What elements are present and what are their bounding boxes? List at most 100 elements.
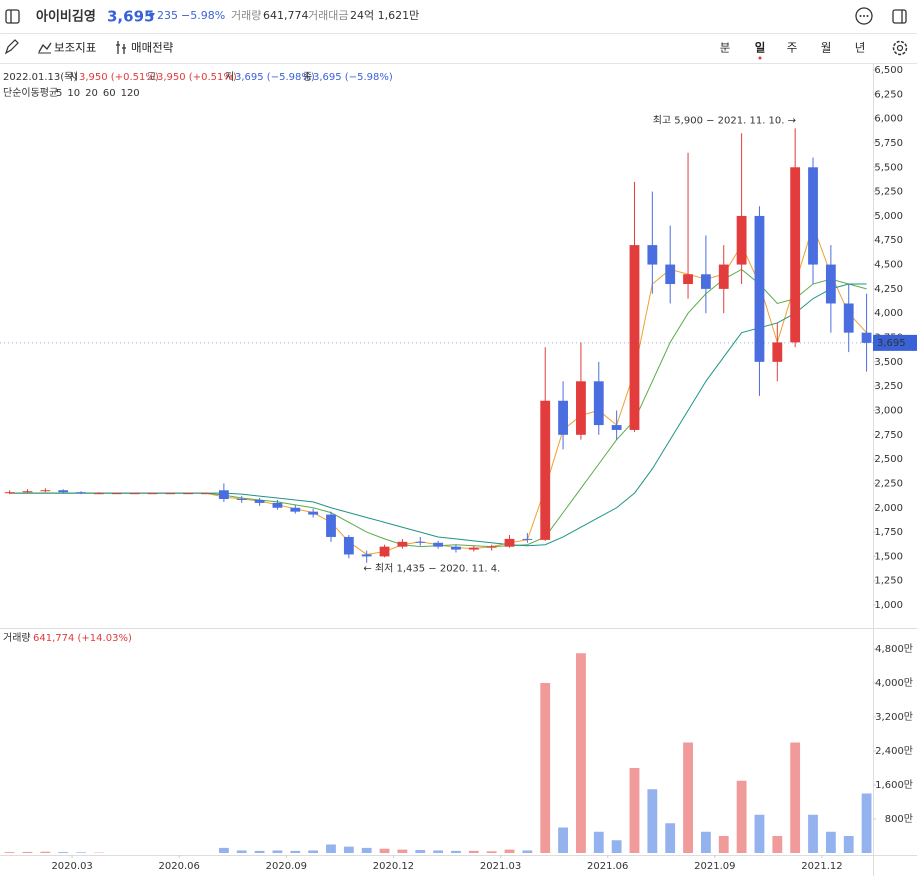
- y-tick-label: 5,250: [874, 187, 903, 198]
- volume-bar: [40, 852, 50, 853]
- ma-legend: 120: [121, 88, 140, 99]
- y-tick-label: 3,250: [874, 381, 903, 392]
- y-tick-label: 6,000: [874, 114, 903, 125]
- volume-bar: [76, 852, 86, 853]
- amount: 24억 1,621만: [350, 9, 419, 22]
- open-label: 시: [69, 71, 78, 83]
- volume-bar: [23, 852, 33, 853]
- volume-label: 거래량: [231, 9, 261, 22]
- candle-body: [130, 493, 140, 494]
- period-tab[interactable]: 주: [787, 41, 798, 55]
- candle-body: [165, 493, 175, 494]
- volume-bar: [273, 850, 283, 853]
- active-dot: [759, 57, 762, 60]
- annotation: 최고 5,900 − 2021. 11. 10. →: [653, 114, 796, 126]
- volume-bar: [737, 781, 747, 853]
- y-tick-label: 4,250: [874, 284, 903, 295]
- x-tick-label: 2020.06: [159, 861, 200, 872]
- candle-body: [522, 539, 532, 540]
- close: 3,695 (−5.98%): [313, 72, 393, 83]
- y-tick-label: 6,500: [874, 65, 903, 76]
- y-tick-label: 1,250: [874, 576, 903, 587]
- candle-body: [540, 401, 550, 540]
- y-tick-label: 5,750: [874, 138, 903, 149]
- candle-body: [344, 537, 354, 555]
- candle-body: [826, 265, 836, 304]
- volume-bar: [380, 849, 390, 853]
- volume-bar: [5, 852, 15, 853]
- volume-bar: [58, 852, 68, 853]
- volume-bar: [808, 815, 818, 853]
- volume-bar: [594, 832, 604, 853]
- volume-bar: [308, 850, 318, 853]
- volume-bar: [469, 851, 479, 853]
- y-tick-label: 1,000: [874, 600, 903, 611]
- ma-label: 단순이동평균: [3, 87, 58, 99]
- y-tick-label: 3,000: [874, 405, 903, 416]
- y-tick-label: 2,500: [874, 454, 903, 465]
- stock-name: 아이비김영: [36, 9, 96, 25]
- candle-body: [701, 274, 711, 289]
- candle-body: [844, 303, 854, 332]
- candle-body: [112, 493, 122, 494]
- volume-bar: [665, 823, 675, 853]
- volume-bar: [505, 850, 515, 853]
- volume-title: 거래량: [3, 632, 31, 644]
- ma-legend: 5: [56, 88, 62, 99]
- y-tick-label: 1,500: [874, 551, 903, 562]
- volume-bar: [540, 683, 550, 853]
- low-label: 저: [225, 71, 234, 83]
- y-tick-label: 5,500: [874, 162, 903, 173]
- y-tick-label: 800만: [885, 813, 913, 825]
- volume-bar: [701, 832, 711, 853]
- candle-body: [469, 548, 479, 550]
- y-tick-label: 2,750: [874, 430, 903, 441]
- x-tick-label: 2021.03: [480, 861, 521, 872]
- candle-body: [719, 265, 729, 289]
- close-label: 종: [303, 71, 312, 83]
- strategy-label: 매매전략: [131, 41, 174, 55]
- candle-body: [183, 493, 193, 494]
- y-tick-label: 2,400만: [875, 745, 913, 757]
- y-tick-label: 3,200만: [875, 711, 913, 723]
- volume-bar: [255, 851, 265, 853]
- y-tick-label: 6,250: [874, 89, 903, 100]
- candle-body: [148, 493, 158, 494]
- candle-body: [630, 245, 640, 430]
- volume-bar: [844, 836, 854, 853]
- date: 2022.01.13(목): [3, 71, 77, 83]
- volume-bar: [326, 844, 336, 853]
- y-tick-label: 4,000만: [875, 677, 913, 689]
- candle-body: [576, 381, 586, 435]
- candle-body: [94, 493, 104, 494]
- x-tick-label: 2021.12: [801, 861, 842, 872]
- volume-bar: [397, 850, 407, 853]
- candle-body: [255, 500, 265, 503]
- volume-bar: [772, 836, 782, 853]
- candle-body: [594, 381, 604, 425]
- volume-bar: [612, 840, 622, 853]
- volume-bar: [237, 850, 247, 853]
- candle-body: [219, 490, 229, 499]
- x-tick-label: 2020.03: [51, 861, 92, 872]
- period-tab[interactable]: 월: [821, 41, 832, 55]
- x-tick-label: 2021.06: [587, 861, 628, 872]
- candle-body: [665, 265, 675, 284]
- candle-body: [737, 216, 747, 265]
- candle-body: [558, 401, 568, 435]
- candle-body: [397, 542, 407, 547]
- y-tick-label: 1,750: [874, 527, 903, 538]
- x-tick-label: 2020.12: [373, 861, 414, 872]
- period-tab[interactable]: 분: [720, 41, 731, 55]
- period-tab[interactable]: 년: [855, 41, 866, 55]
- candle-body: [862, 333, 872, 343]
- volume-bar: [647, 789, 657, 853]
- volume-bar: [683, 742, 693, 853]
- candle-body: [505, 539, 515, 547]
- ma-legend: 20: [85, 88, 98, 99]
- volume-bar: [415, 850, 425, 853]
- candle-body: [612, 425, 622, 430]
- period-tab[interactable]: 일: [755, 41, 766, 55]
- volume-bar: [790, 742, 800, 853]
- candle-body: [487, 547, 497, 548]
